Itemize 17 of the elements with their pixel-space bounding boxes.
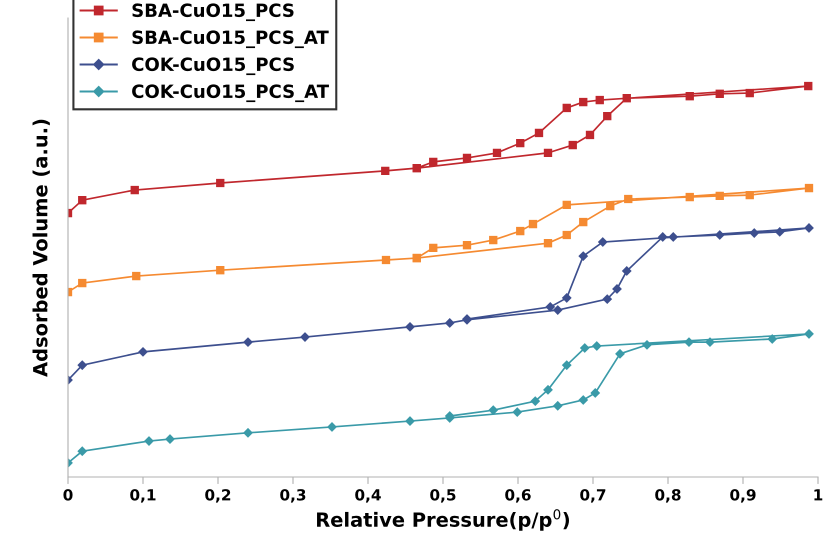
legend-label: COK-CuO15_PCS bbox=[132, 57, 294, 76]
x-tick-label: 0 bbox=[63, 489, 73, 501]
x-tick-label: 0,6 bbox=[505, 489, 531, 503]
x-tick-label: 0,4 bbox=[355, 489, 381, 503]
x-axis-title: Relative Pressure(p/p$^{0}$) bbox=[317, 509, 570, 531]
x-tick-label: 0,3 bbox=[280, 489, 306, 503]
x-tick-label: 0,1 bbox=[130, 489, 156, 503]
x-tick-label: 1 bbox=[814, 489, 822, 500]
x-tick-label: 0,5 bbox=[430, 489, 456, 503]
x-tick-label: 0,9 bbox=[730, 489, 756, 503]
x-tick-label: 0,7 bbox=[580, 489, 606, 503]
x-tick-label: 0,8 bbox=[655, 489, 681, 503]
legend-label: SBA-CuO15_PCS bbox=[132, 3, 294, 22]
x-tick-label: 0,2 bbox=[205, 489, 230, 503]
y-axis-title: Adsorbed Volume (a.u.) bbox=[32, 120, 50, 377]
legend-label: SBA-CuO15_PCS_AT bbox=[132, 30, 329, 48]
legend-label: COK-CuO15_PCS_AT bbox=[132, 84, 329, 102]
